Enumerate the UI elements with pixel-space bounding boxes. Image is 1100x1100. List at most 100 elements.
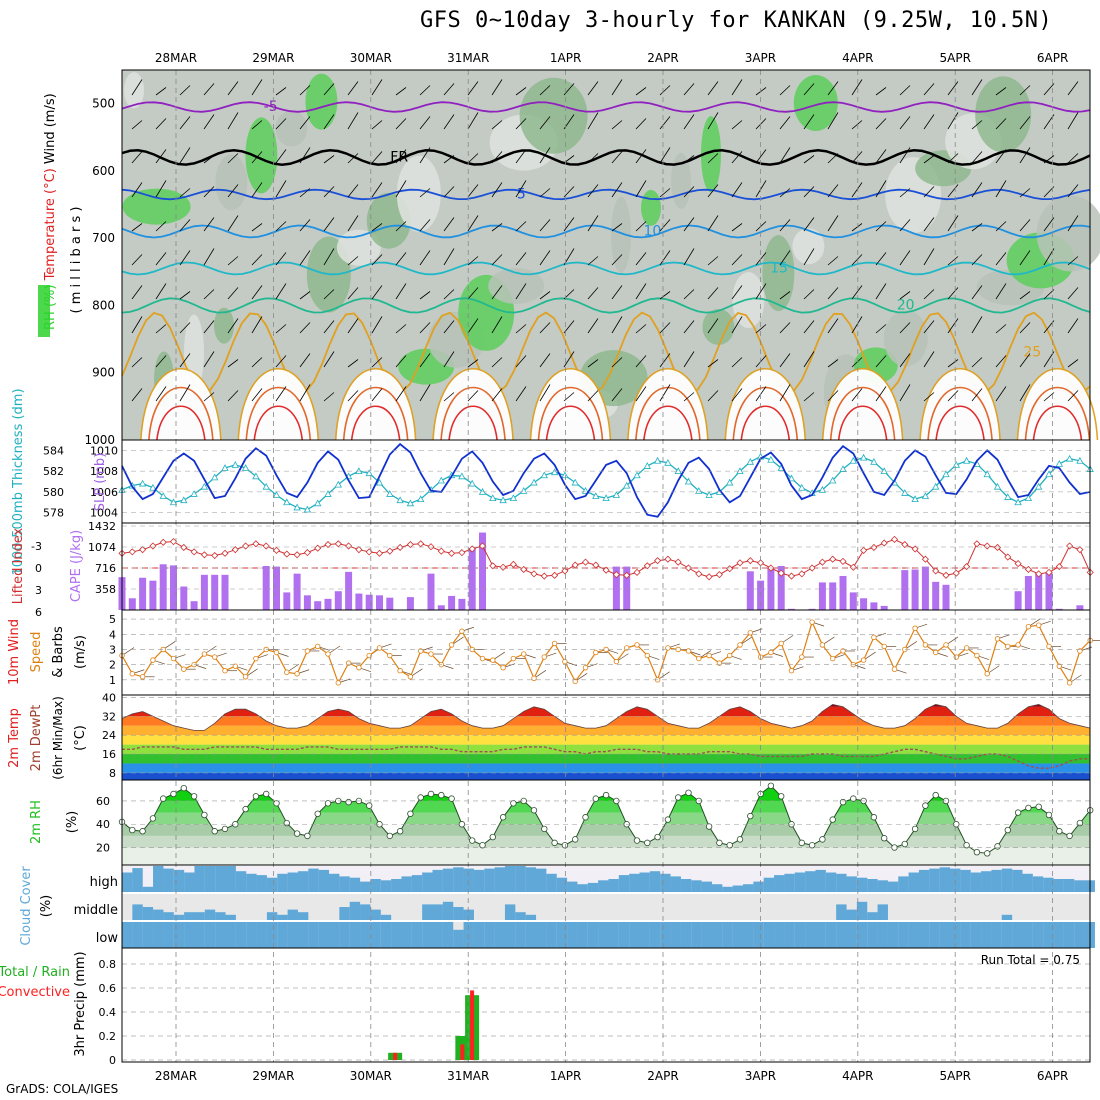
rh-band <box>122 847 1090 865</box>
cloud-bar <box>277 914 288 920</box>
cape-bar <box>221 574 229 610</box>
wind-barb <box>923 289 935 300</box>
temp-band <box>122 704 1090 707</box>
wind-barb <box>467 153 479 164</box>
wind-barb <box>827 112 839 130</box>
lifted-point <box>623 571 631 579</box>
wind-barb <box>779 116 791 130</box>
wind-barb <box>491 357 503 368</box>
run-total-label: Run Total = 0.75 <box>981 953 1080 967</box>
rh-legend-swatch <box>38 285 50 337</box>
cape-tick: 358 <box>95 583 116 596</box>
cape-bar <box>921 566 929 610</box>
wind-barb <box>851 357 863 368</box>
cape-bar <box>128 598 136 610</box>
cloud-bar <box>463 909 474 920</box>
wind-barb <box>203 114 215 130</box>
cloud-bar <box>639 922 650 948</box>
rh-point <box>654 833 661 841</box>
wind-barb <box>611 223 623 232</box>
thickness-point <box>365 469 373 477</box>
date-label-top: 31MAR <box>447 51 489 65</box>
wind-barb <box>659 188 671 198</box>
wind-barb <box>875 221 887 232</box>
slp-line <box>121 442 1091 518</box>
rh-point <box>901 840 908 848</box>
lifted-point <box>880 539 888 547</box>
wind-barb <box>731 357 743 368</box>
wind10-point <box>1046 643 1052 650</box>
cloud-bar <box>939 867 951 892</box>
wind-barb <box>1019 147 1031 164</box>
wind-barb <box>947 153 959 164</box>
lifted-point <box>983 542 991 550</box>
rh-point <box>664 816 672 823</box>
wind-barb <box>659 219 671 232</box>
rh-point <box>396 828 404 835</box>
rh-point <box>881 835 888 842</box>
wind-barb <box>227 287 239 300</box>
wind-barb <box>467 256 479 266</box>
wind-barb <box>467 81 479 96</box>
wind10-point <box>407 674 414 680</box>
cloud-row-label: high <box>90 875 118 890</box>
thickness-point <box>417 495 425 503</box>
cloud-bar <box>153 922 164 948</box>
date-label-top: 5APR <box>939 51 970 65</box>
wind-barb <box>731 316 743 334</box>
wind-barb <box>1019 291 1031 300</box>
cloud-bar <box>432 904 443 920</box>
wind10-point <box>706 652 712 659</box>
cloud-bar <box>898 922 909 948</box>
wind-barb <box>251 151 263 164</box>
cape-bar <box>345 571 353 610</box>
temp-ylabel-a: 2m Temp <box>7 708 22 768</box>
rh-point <box>1076 819 1084 827</box>
cloud-bar <box>453 929 464 948</box>
lifted-point <box>417 540 425 548</box>
wind-barb <box>827 359 839 368</box>
contour-label: 20 <box>897 297 915 313</box>
cloud-bar <box>898 876 909 892</box>
thickness-point <box>829 476 837 484</box>
wind-barb <box>947 390 959 402</box>
date-label-bottom: 31MAR <box>447 1069 489 1083</box>
cloud-bar <box>339 907 350 920</box>
thickness-point <box>293 503 301 511</box>
cloud-bar <box>753 922 764 948</box>
cloud-bar <box>877 922 888 948</box>
rh-blob <box>519 77 588 154</box>
wind-barb <box>755 355 767 368</box>
temp-contour <box>121 188 1091 201</box>
cloud-bar <box>266 922 278 948</box>
lifted-point <box>458 549 466 557</box>
cloud-bar <box>1074 922 1085 948</box>
wind-barb <box>899 353 911 368</box>
cape-bar <box>355 593 363 610</box>
wind-barb <box>515 180 527 198</box>
thickness-point <box>406 499 415 507</box>
wind-barb <box>947 215 959 232</box>
thickness-point <box>839 465 847 472</box>
wind-barb <box>155 118 167 130</box>
wind-barb <box>803 186 815 198</box>
wind-barb <box>923 320 935 334</box>
wind10-point <box>685 648 692 654</box>
cloud-bar <box>743 884 754 892</box>
cloud-bar <box>225 866 236 892</box>
wind-barb <box>707 287 719 300</box>
cloud-bar <box>411 922 423 948</box>
wind-barb <box>875 324 887 334</box>
rh-point <box>499 814 507 821</box>
wind10-ylabel-c: & Barbs <box>51 626 66 678</box>
cape-bar <box>942 584 950 610</box>
wind10-point <box>716 660 723 666</box>
thickness-point <box>509 494 518 501</box>
wind-barb <box>299 250 311 266</box>
wind-barb <box>203 289 215 300</box>
cloud-bar <box>1022 922 1033 948</box>
lifted-point <box>365 548 373 556</box>
wind10-point <box>963 645 970 651</box>
thickness-point <box>726 478 734 486</box>
cape-tick: 1074 <box>88 541 116 554</box>
